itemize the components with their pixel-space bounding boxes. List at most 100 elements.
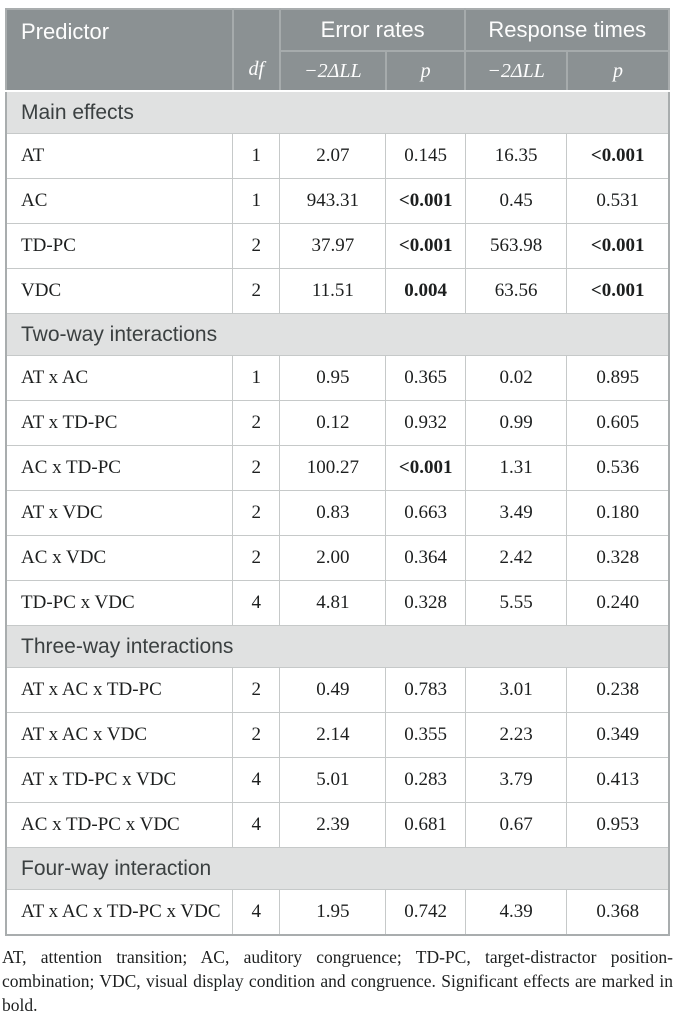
- cell-er-p: 0.742: [385, 889, 466, 936]
- cell-predictor: VDC: [6, 268, 234, 314]
- cell-rt-ll: 5.55: [464, 580, 568, 626]
- cell-predictor: AC x TD-PC: [6, 445, 234, 491]
- col-header-rt-ll: −2ΔLL: [464, 51, 567, 92]
- cell-df: 4: [232, 580, 281, 626]
- cell-predictor: AC: [6, 178, 234, 224]
- cell-er-p: 0.663: [385, 490, 466, 536]
- section-three-way: Three-way interactions AT x AC x TD-PC 2…: [6, 625, 669, 848]
- cell-rt-p: <0.001: [566, 223, 669, 269]
- cell-er-ll: 2.07: [279, 133, 387, 179]
- cell-er-ll: 2.00: [279, 535, 387, 581]
- col-header-er-ll: −2ΔLL: [279, 51, 386, 92]
- table-row: VDC 2 11.51 0.004 63.56 <0.001: [6, 268, 669, 314]
- cell-rt-ll: 1.31: [464, 445, 568, 491]
- cell-rt-ll: 3.79: [464, 757, 568, 803]
- cell-df: 1: [232, 355, 281, 401]
- table-row: TD-PC x VDC 4 4.81 0.328 5.55 0.240: [6, 580, 669, 626]
- cell-df: 4: [232, 802, 281, 848]
- cell-predictor: AT x AC x VDC: [6, 712, 234, 758]
- cell-er-p: <0.001: [385, 223, 466, 269]
- cell-df: 2: [232, 400, 281, 446]
- cell-er-p: 0.681: [385, 802, 466, 848]
- cell-er-p: 0.145: [385, 133, 466, 179]
- cell-rt-p: <0.001: [566, 133, 669, 179]
- cell-er-ll: 0.12: [279, 400, 387, 446]
- section-main-effects: Main effects AT 1 2.07 0.145 16.35 <0.00…: [6, 90, 669, 314]
- cell-er-ll: 0.95: [279, 355, 387, 401]
- table-row: AC x TD-PC 2 100.27 <0.001 1.31 0.536: [6, 445, 669, 491]
- table-row: AT x VDC 2 0.83 0.663 3.49 0.180: [6, 490, 669, 536]
- cell-rt-p: 0.180: [566, 490, 669, 536]
- cell-rt-ll: 3.49: [464, 490, 568, 536]
- cell-rt-p: 0.238: [566, 667, 669, 713]
- section-title: Two-way interactions: [6, 313, 669, 356]
- cell-rt-ll: 3.01: [464, 667, 568, 713]
- section-title: Four-way interaction: [6, 847, 669, 890]
- cell-er-ll: 4.81: [279, 580, 387, 626]
- table-row: AC x VDC 2 2.00 0.364 2.42 0.328: [6, 535, 669, 581]
- cell-rt-p: 0.413: [566, 757, 669, 803]
- cell-er-ll: 943.31: [279, 178, 387, 224]
- cell-df: 2: [232, 490, 281, 536]
- table-row: AC x TD-PC x VDC 4 2.39 0.681 0.67 0.953: [6, 802, 669, 848]
- cell-rt-ll: 2.23: [464, 712, 568, 758]
- cell-er-p: 0.328: [385, 580, 466, 626]
- cell-er-p: <0.001: [385, 178, 466, 224]
- cell-er-ll: 0.83: [279, 490, 387, 536]
- cell-predictor: TD-PC: [6, 223, 234, 269]
- cell-predictor: AT x AC x TD-PC: [6, 667, 234, 713]
- table-row: AT x TD-PC x VDC 4 5.01 0.283 3.79 0.413: [6, 757, 669, 803]
- cell-er-ll: 100.27: [279, 445, 387, 491]
- cell-er-p: 0.283: [385, 757, 466, 803]
- cell-predictor: AT x AC: [6, 355, 234, 401]
- cell-rt-p: 0.240: [566, 580, 669, 626]
- table-row: AT x AC x TD-PC 2 0.49 0.783 3.01 0.238: [6, 667, 669, 713]
- cell-predictor: TD-PC x VDC: [6, 580, 234, 626]
- table-header: Predictor df Error rates Response times …: [6, 9, 669, 92]
- cell-rt-ll: 563.98: [464, 223, 568, 269]
- cell-rt-ll: 63.56: [464, 268, 568, 314]
- cell-rt-p: 0.953: [566, 802, 669, 848]
- cell-rt-ll: 16.35: [464, 133, 568, 179]
- cell-rt-p: 0.349: [566, 712, 669, 758]
- cell-predictor: AC x TD-PC x VDC: [6, 802, 234, 848]
- cell-er-ll: 1.95: [279, 889, 387, 936]
- cell-er-p: 0.932: [385, 400, 466, 446]
- table-row: AC 1 943.31 <0.001 0.45 0.531: [6, 178, 669, 224]
- cell-er-p: 0.004: [385, 268, 466, 314]
- col-group-error-rates: Error rates: [279, 9, 467, 52]
- cell-predictor: AT x AC x TD-PC x VDC: [6, 889, 234, 936]
- cell-er-ll: 0.49: [279, 667, 387, 713]
- cell-er-p: 0.783: [385, 667, 466, 713]
- statistics-table: Predictor df Error rates Response times …: [5, 8, 670, 936]
- cell-rt-ll: 0.45: [464, 178, 568, 224]
- col-header-er-p: p: [384, 51, 466, 92]
- cell-rt-ll: 4.39: [464, 889, 568, 936]
- table-footnote: AT, attention transition; AC, auditory c…: [2, 947, 673, 1015]
- cell-df: 2: [232, 535, 281, 581]
- cell-er-p: 0.355: [385, 712, 466, 758]
- cell-predictor: AC x VDC: [6, 535, 234, 581]
- cell-rt-p: 0.605: [566, 400, 669, 446]
- cell-predictor: AT x VDC: [6, 490, 234, 536]
- cell-er-p: <0.001: [385, 445, 466, 491]
- cell-predictor: AT: [6, 133, 234, 179]
- table-row: AT x AC 1 0.95 0.365 0.02 0.895: [6, 355, 669, 401]
- cell-er-p: 0.364: [385, 535, 466, 581]
- cell-df: 1: [232, 133, 281, 179]
- col-group-response-times: Response times: [465, 9, 669, 52]
- cell-rt-p: 0.895: [566, 355, 669, 401]
- cell-df: 2: [232, 667, 281, 713]
- cell-rt-p: 0.536: [566, 445, 669, 491]
- cell-predictor: AT x TD-PC x VDC: [6, 757, 234, 803]
- cell-df: 4: [232, 889, 281, 936]
- cell-df: 2: [232, 268, 281, 314]
- cell-df: 1: [232, 178, 281, 224]
- cell-df: 4: [232, 757, 281, 803]
- col-header-rt-p: p: [565, 51, 669, 92]
- cell-er-ll: 37.97: [279, 223, 387, 269]
- cell-er-ll: 11.51: [279, 268, 387, 314]
- cell-rt-ll: 0.02: [464, 355, 568, 401]
- section-four-way: Four-way interaction AT x AC x TD-PC x V…: [6, 847, 669, 936]
